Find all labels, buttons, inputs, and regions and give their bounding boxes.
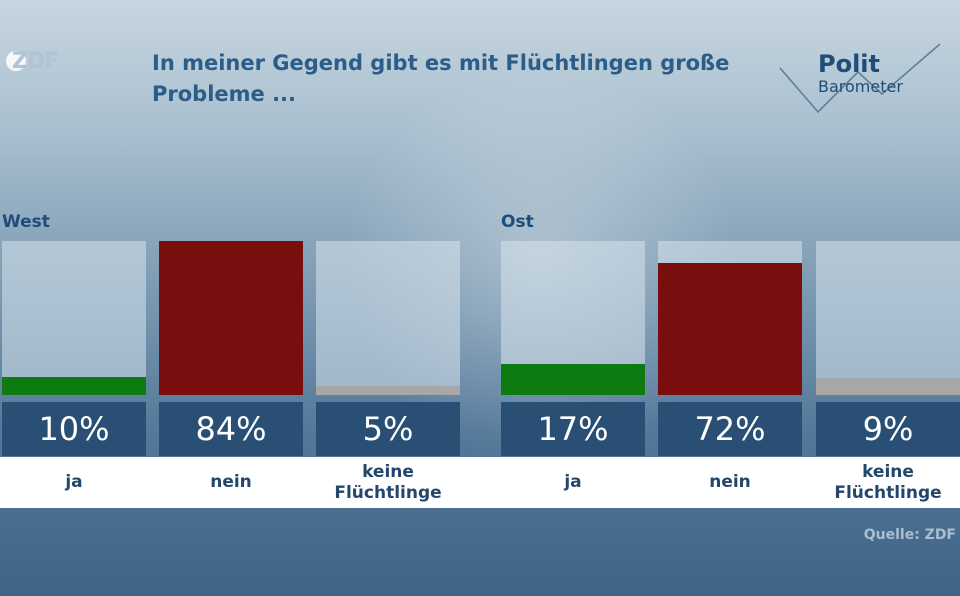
- chart-title: In meiner Gegend gibt es mit Flüchtlinge…: [152, 51, 730, 106]
- value-label-ost-keine: 9%: [816, 402, 960, 456]
- category-band: [0, 457, 960, 508]
- category-label-west-keine: keine Flüchtlinge: [334, 461, 442, 503]
- bar-ost-keine: [816, 378, 960, 395]
- source-note: Quelle: ZDF: [863, 527, 956, 543]
- value-label-ost-nein: 72%: [658, 402, 802, 456]
- zdf-logo-circle-icon: [6, 51, 26, 71]
- bar-west-keine: [316, 386, 460, 395]
- bar-ost-nein: [658, 263, 802, 395]
- category-label-ost-ja: ja: [564, 472, 582, 492]
- bar-slot-west-keine: [316, 241, 460, 395]
- politbarometer-line1: Polit: [818, 50, 881, 78]
- zdf-logo: ZDF: [6, 48, 72, 74]
- category-label-west-ja: ja: [65, 472, 83, 492]
- bar-slot-ost-keine: [816, 241, 960, 395]
- group-label-west: West: [2, 212, 50, 232]
- politbarometer-logo: Polit Barometer: [778, 42, 944, 114]
- value-label-west-ja: 10%: [2, 402, 146, 456]
- category-label-west-nein: nein: [210, 472, 252, 492]
- value-label-ost-ja: 17%: [501, 402, 645, 456]
- bar-slot-ost-nein: [658, 241, 802, 395]
- value-label-west-nein: 84%: [159, 402, 303, 456]
- value-label-west-keine: 5%: [316, 402, 460, 456]
- category-label-ost-keine: keine Flüchtlinge: [834, 461, 942, 503]
- bar-ost-ja: [501, 364, 645, 395]
- group-label-ost: Ost: [501, 212, 534, 232]
- category-label-ost-nein: nein: [709, 472, 751, 492]
- bar-west-ja: [2, 377, 146, 395]
- bar-slot-ost-ja: [501, 241, 645, 395]
- bar-slot-west-nein: [159, 241, 303, 395]
- politbarometer-line2: Barometer: [818, 77, 903, 96]
- bar-slot-west-ja: [2, 241, 146, 395]
- zdf-logo-text: ZDF: [12, 48, 59, 74]
- bar-west-nein: [159, 241, 303, 395]
- politbarometer-zigzag-icon: [779, 43, 941, 114]
